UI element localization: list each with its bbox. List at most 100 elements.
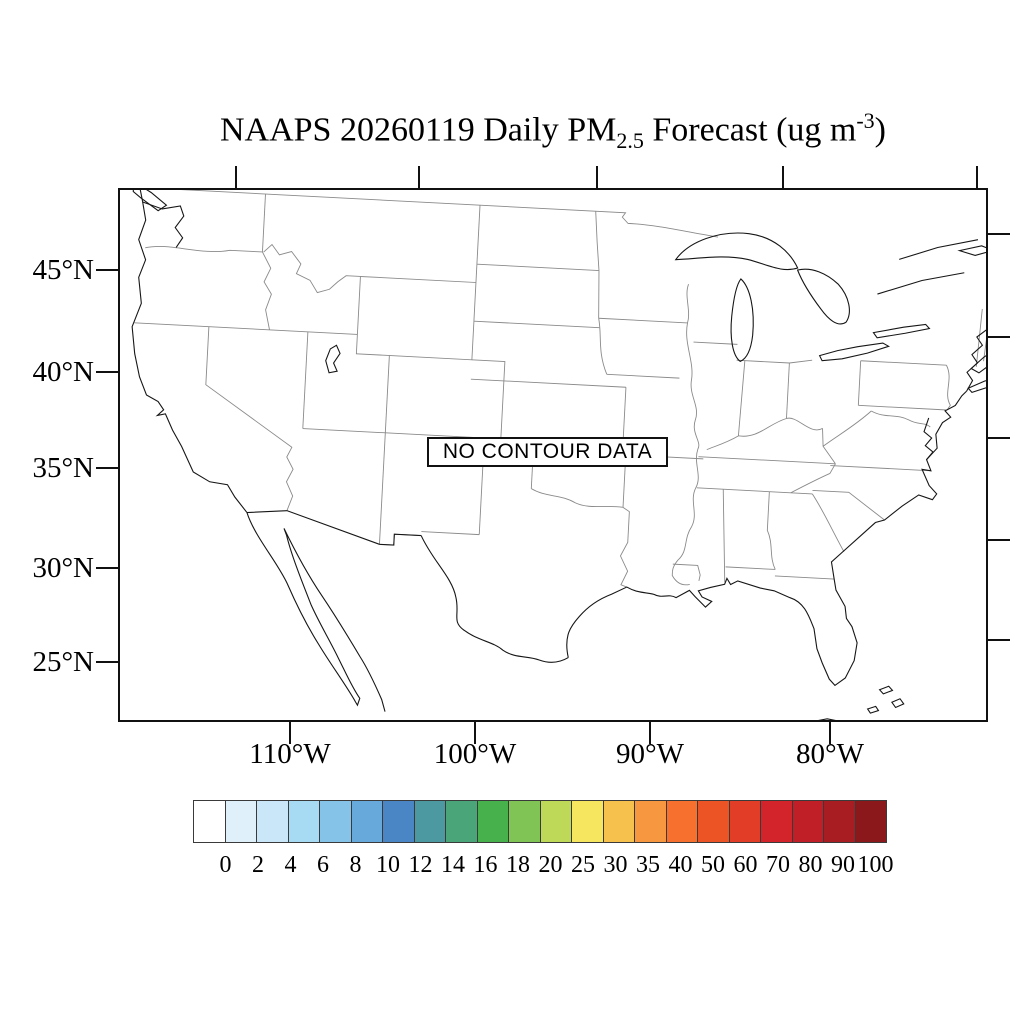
title-subscript: 2.5 xyxy=(616,128,644,154)
lat-tick-label: 40°N xyxy=(32,356,94,388)
colorbar-cell xyxy=(760,800,793,843)
colorbar-cell xyxy=(287,800,320,843)
colorbar-cell xyxy=(602,800,635,843)
colorbar-cell xyxy=(256,800,289,843)
colorbar-cell xyxy=(539,800,572,843)
colorbar-tick-label: 100 xyxy=(857,852,894,878)
colorbar-cell xyxy=(445,800,478,843)
colorbar-tick-label: 25 xyxy=(571,852,595,878)
title-prefix: NAAPS 20260119 Daily PM xyxy=(219,111,617,149)
title-superscript: -3 xyxy=(856,108,875,133)
colorbar-cell xyxy=(571,800,604,843)
right-edge-tick xyxy=(988,336,1010,338)
lon-tick xyxy=(474,722,476,744)
colorbar-cell xyxy=(697,800,730,843)
colorbar-tick-label: 2 xyxy=(252,852,264,878)
colorbar-cell xyxy=(634,800,667,843)
colorbar-cell xyxy=(728,800,761,843)
colorbar-tick-label: 50 xyxy=(701,852,725,878)
lat-tick-label: 30°N xyxy=(32,552,94,584)
puget-sound-coast xyxy=(138,190,185,248)
colorbar-tick-label: 6 xyxy=(317,852,329,878)
lon-tick xyxy=(289,722,291,744)
us-mexico-border xyxy=(246,510,422,546)
colorbar-tick-label: 12 xyxy=(408,852,433,878)
top-edge-tick xyxy=(782,166,784,188)
colorbar-cell xyxy=(413,800,446,843)
lake-ontario xyxy=(872,323,931,339)
lon-tick-label: 80°W xyxy=(796,738,864,770)
colorbar-tick-label: 10 xyxy=(376,852,400,878)
colorbar-tick-label: 35 xyxy=(636,852,660,878)
top-edge-tick xyxy=(418,166,420,188)
baja-california xyxy=(246,512,386,712)
top-edge-tick xyxy=(976,166,978,188)
colorbar-tick-label: 20 xyxy=(538,852,563,878)
colorbar-cell xyxy=(665,800,698,843)
great-salt-lake xyxy=(325,344,341,374)
st-lawrence-coast xyxy=(877,239,986,295)
lon-tick-label: 100°W xyxy=(433,738,517,770)
lat-tick xyxy=(96,269,118,271)
page-title: NAAPS 20260119 Daily PM2.5 Forecast (ug … xyxy=(118,108,988,154)
title-suffix: ) xyxy=(874,111,886,149)
right-edge-tick xyxy=(988,233,1010,235)
colorbar-cell xyxy=(319,800,352,843)
colorbar-tick-label: 0 xyxy=(219,852,232,878)
colorbar-tick-label: 18 xyxy=(506,852,530,878)
colorbar-tick-label: 16 xyxy=(473,852,498,878)
colorbar-tick-label: 70 xyxy=(766,852,790,878)
colorbar-cell xyxy=(854,800,887,843)
right-edge-tick xyxy=(988,539,1010,541)
lat-tick-label: 45°N xyxy=(32,254,94,286)
delmarva-coast xyxy=(926,390,968,460)
colorbar-tick-label: 4 xyxy=(284,852,297,878)
no-contour-data-label: NO CONTOUR DATA xyxy=(427,437,668,467)
lake-michigan xyxy=(730,278,754,363)
lat-tick-label: 35°N xyxy=(32,452,94,484)
lon-tick-label: 90°W xyxy=(616,738,684,770)
lon-tick xyxy=(829,722,831,744)
colorbar-cell xyxy=(193,800,226,843)
colorbar-tick-label: 40 xyxy=(668,852,693,878)
bahamas-islands xyxy=(866,685,905,714)
colorbar-cell xyxy=(508,800,541,843)
lake-erie xyxy=(818,342,890,362)
lat-tick xyxy=(96,661,118,663)
lat-tick xyxy=(96,567,118,569)
cuba-coast xyxy=(782,718,848,720)
vancouver-island xyxy=(132,190,168,212)
colorbar-tick-label: 80 xyxy=(798,852,823,878)
lat-tick xyxy=(96,467,118,469)
lon-tick-label: 110°W xyxy=(249,738,331,770)
colorbar xyxy=(193,800,887,843)
colorbar-tick-label: 30 xyxy=(603,852,628,878)
state-boundaries xyxy=(134,190,986,588)
top-edge-tick xyxy=(596,166,598,188)
colorbar-cell xyxy=(476,800,509,843)
colorbar-tick-label: 60 xyxy=(733,852,758,878)
rio-grande-border xyxy=(420,535,569,663)
colorbar-tick-label: 14 xyxy=(441,852,465,878)
gulf-atlantic-coast xyxy=(566,417,938,687)
colorbar-cell xyxy=(791,800,824,843)
colorbar-tick-label: 90 xyxy=(831,852,855,878)
colorbar-cell xyxy=(823,800,856,843)
colorbar-cell xyxy=(350,800,383,843)
right-edge-tick xyxy=(988,437,1010,439)
colorbar-cell xyxy=(224,800,257,843)
colorbar-tick-label: 8 xyxy=(349,852,362,878)
lake-huron xyxy=(796,268,850,325)
coastlines xyxy=(131,190,986,720)
colorbar-cell xyxy=(382,800,415,843)
top-edge-tick xyxy=(235,166,237,188)
lat-tick xyxy=(96,371,118,373)
title-middle: Forecast (ug m xyxy=(643,111,857,149)
lake-superior xyxy=(674,232,799,271)
new-england-coast xyxy=(966,323,986,392)
right-edge-tick xyxy=(988,639,1010,641)
pacific-coast xyxy=(131,201,248,513)
lat-tick-label: 25°N xyxy=(32,646,94,678)
nova-scotia xyxy=(970,350,986,374)
lon-tick xyxy=(649,722,651,744)
